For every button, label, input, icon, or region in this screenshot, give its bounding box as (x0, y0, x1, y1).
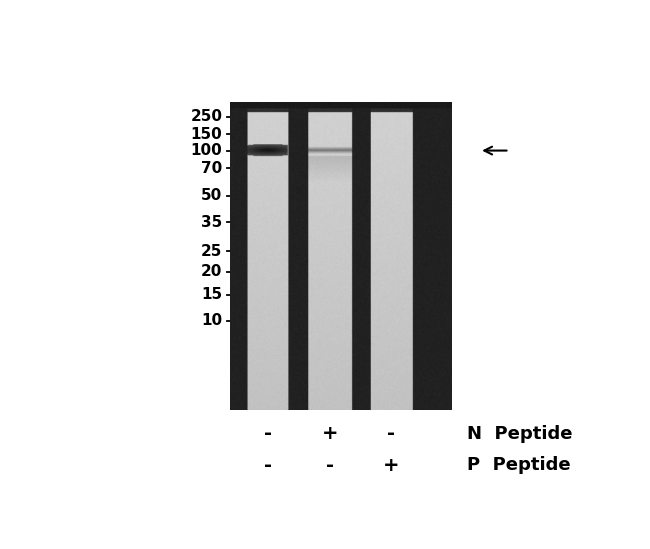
Text: 150: 150 (190, 127, 222, 142)
Text: P  Peptide: P Peptide (467, 456, 570, 474)
Text: N  Peptide: N Peptide (467, 425, 572, 442)
Text: -: - (387, 424, 395, 443)
Text: +: + (384, 456, 400, 475)
Text: 250: 250 (190, 109, 222, 124)
Text: 25: 25 (201, 244, 222, 259)
Text: 10: 10 (202, 313, 222, 328)
Text: 70: 70 (201, 161, 222, 176)
Text: 35: 35 (201, 215, 222, 229)
Text: -: - (264, 424, 272, 443)
Text: -: - (264, 456, 272, 475)
Text: 100: 100 (190, 143, 222, 158)
Text: 50: 50 (201, 188, 222, 204)
Text: +: + (322, 424, 338, 443)
Text: 15: 15 (202, 287, 222, 302)
Text: -: - (326, 456, 334, 475)
Text: 20: 20 (201, 264, 222, 279)
